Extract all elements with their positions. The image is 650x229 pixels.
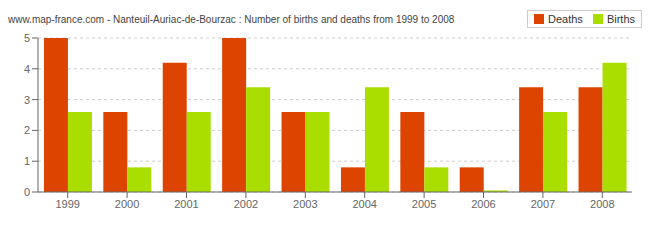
svg-text:2007: 2007 (531, 198, 555, 210)
svg-text:2006: 2006 (471, 198, 495, 210)
svg-text:4: 4 (24, 63, 30, 75)
svg-text:2008: 2008 (590, 198, 614, 210)
svg-text:2: 2 (24, 124, 30, 136)
html-text:www.map-france.com - Nanteuil-: www.map-france.com - Nanteuil-Auriac-de-… (8, 13, 455, 25)
svg-text:0: 0 (24, 186, 30, 198)
svg-text:3: 3 (24, 94, 30, 106)
svg-text:1999: 1999 (55, 198, 79, 210)
html-text:Births: Births (606, 13, 635, 25)
svg-text:5: 5 (24, 32, 30, 44)
svg-text:2000: 2000 (115, 198, 139, 210)
html-text:Deaths: Deaths (548, 13, 583, 25)
svg-text:2003: 2003 (293, 198, 317, 210)
svg-text:1: 1 (24, 155, 30, 167)
svg-text:2002: 2002 (234, 198, 258, 210)
svg-text:2005: 2005 (412, 198, 436, 210)
svg-text:2001: 2001 (174, 198, 198, 210)
svg-text:2004: 2004 (352, 198, 376, 210)
